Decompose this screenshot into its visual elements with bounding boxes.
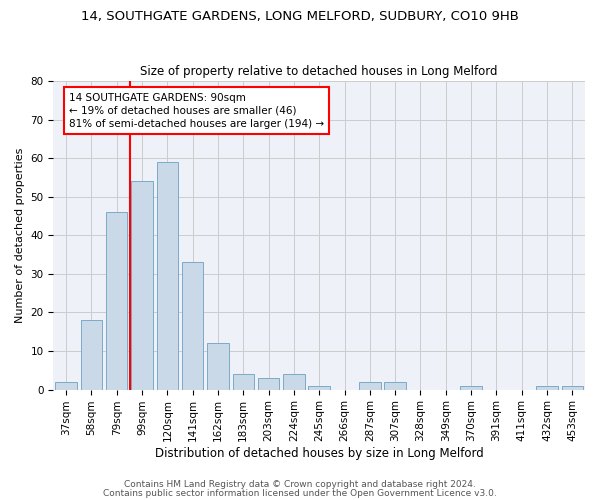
- Bar: [359, 382, 380, 390]
- Bar: [80, 320, 102, 390]
- Bar: [562, 386, 583, 390]
- Text: Contains public sector information licensed under the Open Government Licence v3: Contains public sector information licen…: [103, 488, 497, 498]
- Bar: [207, 344, 229, 390]
- Bar: [106, 212, 127, 390]
- Bar: [385, 382, 406, 390]
- Text: 14, SOUTHGATE GARDENS, LONG MELFORD, SUDBURY, CO10 9HB: 14, SOUTHGATE GARDENS, LONG MELFORD, SUD…: [81, 10, 519, 23]
- Bar: [536, 386, 558, 390]
- Title: Size of property relative to detached houses in Long Melford: Size of property relative to detached ho…: [140, 66, 498, 78]
- Bar: [283, 374, 305, 390]
- Text: 14 SOUTHGATE GARDENS: 90sqm
← 19% of detached houses are smaller (46)
81% of sem: 14 SOUTHGATE GARDENS: 90sqm ← 19% of det…: [69, 92, 324, 129]
- Bar: [258, 378, 280, 390]
- Bar: [460, 386, 482, 390]
- X-axis label: Distribution of detached houses by size in Long Melford: Distribution of detached houses by size …: [155, 447, 484, 460]
- Bar: [233, 374, 254, 390]
- Bar: [308, 386, 330, 390]
- Bar: [157, 162, 178, 390]
- Text: Contains HM Land Registry data © Crown copyright and database right 2024.: Contains HM Land Registry data © Crown c…: [124, 480, 476, 489]
- Bar: [55, 382, 77, 390]
- Y-axis label: Number of detached properties: Number of detached properties: [15, 148, 25, 323]
- Bar: [131, 182, 153, 390]
- Bar: [182, 262, 203, 390]
